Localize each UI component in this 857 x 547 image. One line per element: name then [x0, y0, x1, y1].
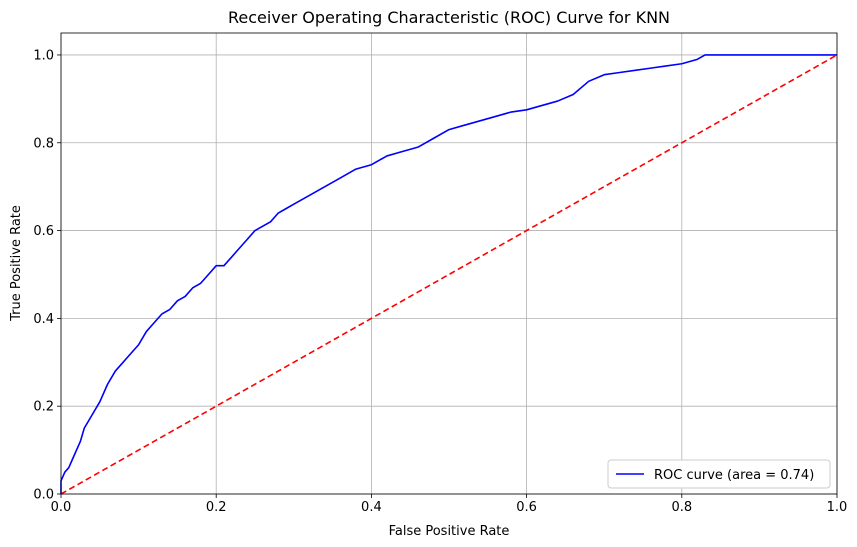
axis-ticks: 0.0 0.2 0.4 0.6 0.8 1.0 0.0 0.2 0.4 0.6 0.8 1.0	[33, 48, 847, 515]
chart-title: Receiver Operating Characteristic (ROC) …	[228, 8, 670, 27]
x-tick-label: 0.0	[51, 500, 72, 515]
chance-diagonal-line	[60, 54, 838, 495]
x-tick-label: 0.4	[361, 500, 382, 515]
y-tick-label: 0.2	[33, 400, 54, 415]
x-tick-label: 0.2	[206, 500, 227, 515]
y-tick-label: 1.0	[33, 48, 54, 63]
legend-label-roc: ROC curve (area = 0.74)	[654, 468, 814, 483]
y-tick-label: 0.4	[33, 312, 54, 327]
y-tick-label: 0.6	[33, 224, 54, 239]
series-layer	[60, 54, 838, 495]
x-tick-label: 0.8	[671, 500, 692, 515]
plot-frame	[60, 32, 838, 495]
x-tick-label: 1.0	[827, 500, 848, 515]
x-tick-label: 0.6	[516, 500, 537, 515]
y-tick-label: 0.8	[33, 136, 54, 151]
x-axis-label: False Positive Rate	[389, 524, 510, 539]
grid	[60, 33, 838, 495]
y-axis-label: True Positive Rate	[9, 205, 24, 322]
legend-box	[607, 459, 831, 489]
legend: ROC curve (area = 0.74)	[607, 459, 831, 489]
roc-curve-line	[60, 54, 837, 494]
y-tick-label: 0.0	[33, 488, 54, 503]
